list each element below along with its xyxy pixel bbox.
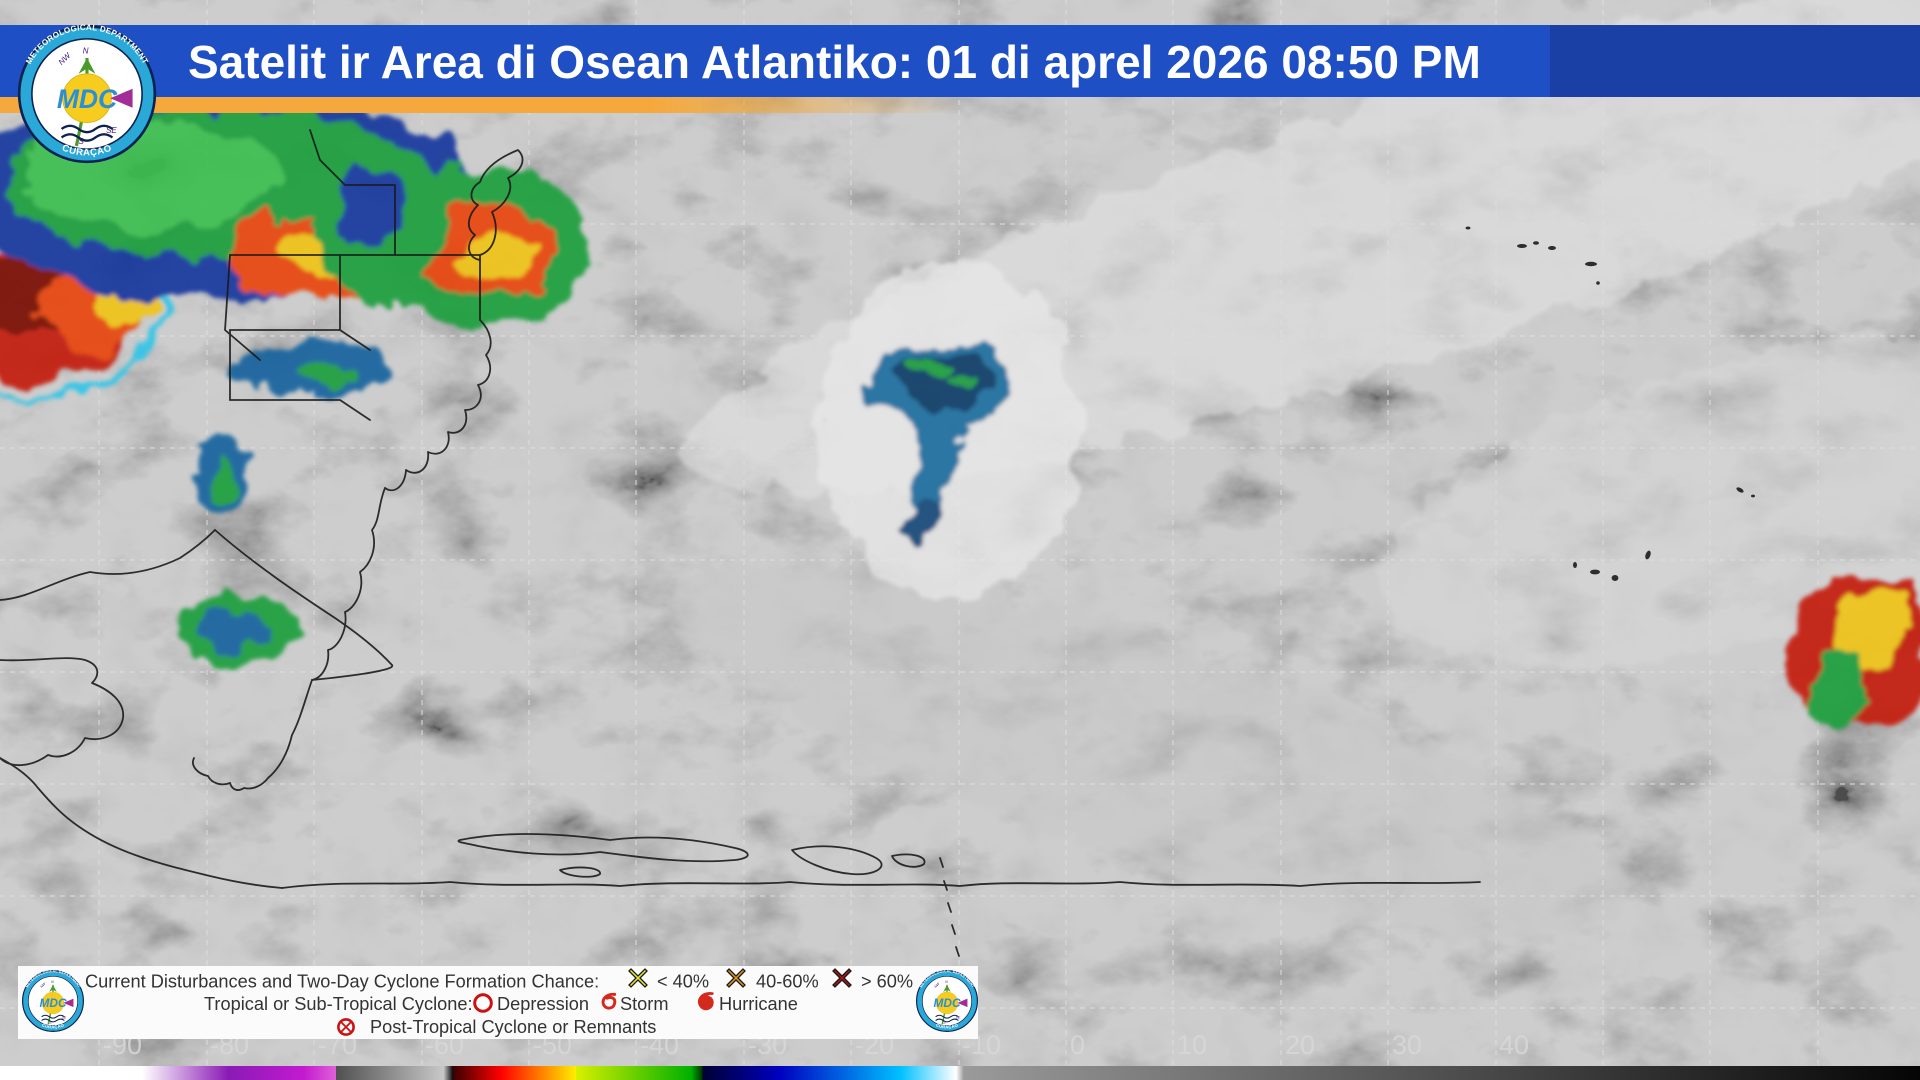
svg-text:40-60%: 40-60% bbox=[756, 972, 819, 992]
svg-text:Storm: Storm bbox=[620, 994, 669, 1014]
svg-text:> 60%: > 60% bbox=[861, 972, 913, 992]
svg-text:Satelit ir Area di Osean Atlan: Satelit ir Area di Osean Atlantiko: 01 d… bbox=[188, 36, 1481, 88]
svg-text:Tropical or Sub-Tropical Cyclo: Tropical or Sub-Tropical Cyclone: bbox=[204, 994, 473, 1014]
svg-text:Depression: Depression bbox=[497, 994, 589, 1014]
svg-text:20: 20 bbox=[1285, 1030, 1315, 1060]
svg-text:40: 40 bbox=[1499, 1030, 1529, 1060]
svg-text:0: 0 bbox=[1070, 1030, 1085, 1060]
svg-text:Post-Tropical Cyclone or Remna: Post-Tropical Cyclone or Remnants bbox=[370, 1017, 656, 1037]
svg-text:< 40%: < 40% bbox=[657, 972, 709, 992]
svg-text:Current Disturbances and Two-D: Current Disturbances and Two-Day Cyclone… bbox=[85, 972, 599, 992]
svg-text:Hurricane: Hurricane bbox=[719, 994, 798, 1014]
svg-text:10: 10 bbox=[1177, 1030, 1207, 1060]
svg-text:30: 30 bbox=[1392, 1030, 1422, 1060]
